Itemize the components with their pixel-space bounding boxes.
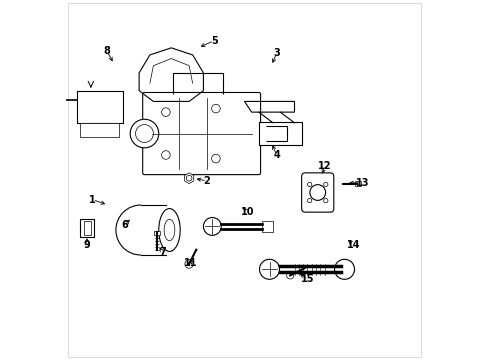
Text: 10: 10 (240, 207, 254, 217)
Circle shape (162, 151, 170, 159)
Text: 3: 3 (273, 48, 280, 58)
Text: 12: 12 (318, 161, 331, 171)
Text: 8: 8 (103, 46, 110, 57)
Ellipse shape (159, 208, 180, 251)
Circle shape (203, 217, 221, 235)
Bar (80, 219, 94, 237)
Circle shape (135, 125, 153, 143)
FancyBboxPatch shape (142, 93, 260, 175)
Text: 13: 13 (355, 178, 368, 188)
Circle shape (130, 119, 159, 148)
Circle shape (184, 260, 193, 268)
Text: 6: 6 (121, 220, 128, 230)
Circle shape (334, 259, 354, 279)
Ellipse shape (164, 219, 175, 241)
Text: 1: 1 (89, 195, 96, 204)
Circle shape (309, 185, 325, 201)
Bar (154, 231, 160, 235)
Text: 14: 14 (346, 240, 360, 250)
Bar (354, 181, 360, 186)
Text: 11: 11 (183, 258, 197, 268)
Text: 4: 4 (273, 150, 280, 160)
Text: 9: 9 (83, 240, 90, 250)
Circle shape (323, 198, 327, 203)
Circle shape (211, 104, 220, 113)
Circle shape (323, 182, 327, 186)
Circle shape (162, 108, 170, 116)
Bar (80, 123, 119, 137)
Bar (83, 221, 91, 235)
Text: 15: 15 (301, 274, 314, 284)
Circle shape (307, 182, 311, 186)
Text: 7: 7 (159, 247, 165, 257)
Text: 2: 2 (203, 176, 210, 186)
FancyBboxPatch shape (301, 173, 333, 212)
Bar (258, 122, 301, 145)
Text: 5: 5 (210, 36, 217, 46)
Circle shape (307, 198, 311, 203)
Circle shape (186, 175, 192, 181)
Circle shape (211, 154, 220, 163)
Circle shape (286, 272, 293, 279)
Bar (262, 221, 272, 232)
Bar (77, 91, 123, 123)
Circle shape (259, 259, 279, 279)
